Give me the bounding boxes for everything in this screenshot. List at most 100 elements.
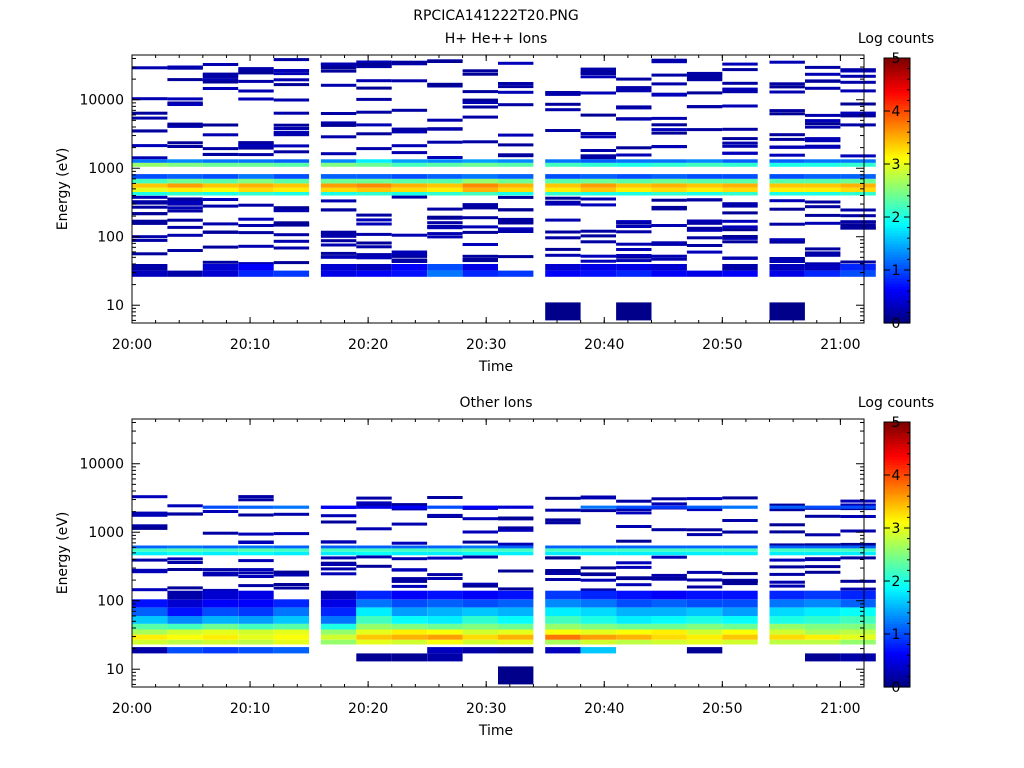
cell [498,599,534,608]
cell [805,590,841,600]
cell [356,264,392,271]
cell [840,226,876,230]
cell [580,234,616,238]
cell [462,607,498,616]
cell [805,545,841,549]
colorbar-swatch [884,73,910,78]
cell [462,216,498,220]
cell [202,573,239,577]
cell [167,145,203,148]
cell [202,159,239,163]
colorbar-swatch [884,647,910,651]
colorbar-swatch [884,118,910,123]
colorbar-swatch [884,248,910,253]
cell [616,508,652,511]
cell [202,162,239,167]
cell [498,270,534,277]
cell [498,143,534,147]
cell [651,183,687,188]
y-axis: 10 100 1000 10000 [79,58,864,321]
colorbar-swatch [884,440,910,444]
cell [462,254,498,258]
cell [769,109,805,113]
cell [805,200,841,204]
cell [651,607,687,616]
colorbar-swatch [884,575,910,579]
cell [498,103,534,107]
cell [580,162,616,167]
colorbar-swatch [884,671,910,675]
colorbar-tick-label: 5 [892,51,901,67]
cell [132,568,168,572]
cell [805,270,841,277]
colorbar-swatch [884,315,910,319]
cell [840,187,876,192]
cell [320,243,357,247]
colorbar-swatch [884,150,910,154]
cell [769,60,805,64]
cell [840,629,876,635]
cell [805,514,841,518]
cell [840,80,876,84]
cell [462,203,498,207]
cell [840,634,876,640]
cell [769,302,805,321]
cell [545,634,581,640]
cell [545,599,581,608]
cell [356,527,392,531]
cell [580,496,616,500]
colorbar-swatch [884,71,910,75]
cell [273,505,310,509]
cell [167,192,203,196]
cell [202,607,239,616]
cell [722,639,758,645]
cell [391,187,428,192]
cell [580,75,616,79]
cell [427,140,463,144]
cell [580,647,616,654]
cell [498,569,534,573]
colorbar-swatch [884,477,910,481]
cell [840,68,876,72]
cell [462,540,498,544]
cell [722,256,758,260]
cell [840,590,876,600]
cell [805,543,841,547]
cell [167,66,203,70]
cell [202,599,239,608]
colorbar-swatch [884,60,910,64]
cell [462,647,498,654]
cell [651,590,687,600]
cell [167,545,203,549]
cell [616,146,652,150]
colorbar-swatch [884,84,910,88]
cell [391,79,428,83]
cell [356,97,392,101]
cell [320,520,357,524]
cell [320,199,357,203]
cell [580,174,616,179]
cell [580,203,616,207]
cell [238,495,274,499]
colorbar-label: Log counts [858,31,934,47]
colorbar-swatch [884,238,910,242]
cell [202,548,239,552]
cell [651,207,687,211]
cell [616,525,652,528]
cell [427,207,463,211]
colorbar-swatch [884,187,910,192]
cell [769,145,805,149]
cell [273,150,310,154]
cell [273,634,310,640]
cell [651,634,687,640]
cell [498,516,534,520]
cell [391,195,428,199]
colorbar-swatch [884,631,910,635]
cell [840,529,876,533]
cell [580,192,616,196]
cell [356,123,392,127]
colorbar-swatch [884,581,910,585]
cell [580,509,616,513]
cell [273,159,310,163]
colorbar-label: Log counts [858,395,934,411]
